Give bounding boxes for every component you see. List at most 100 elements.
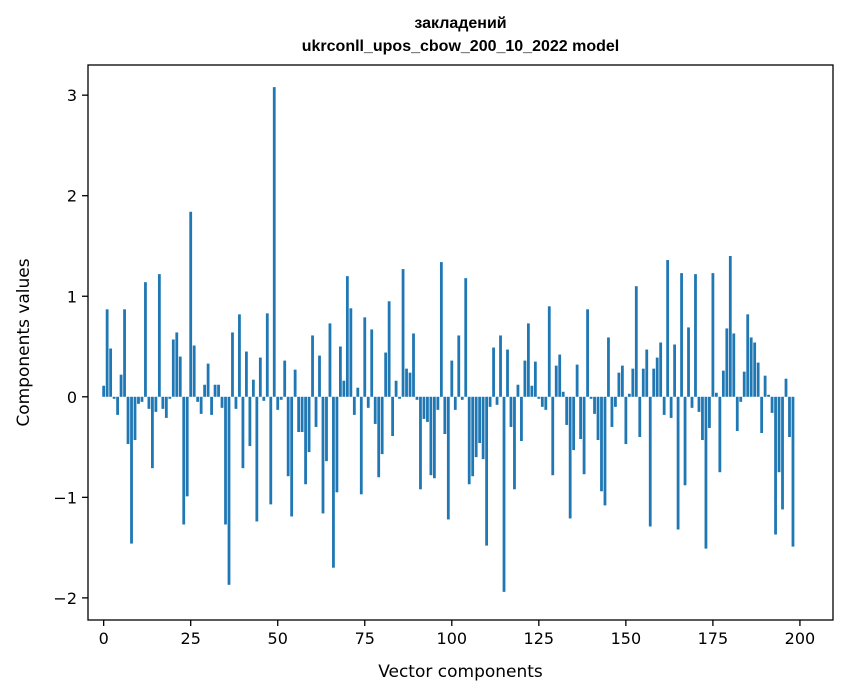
bar-123	[530, 385, 534, 397]
bar-180	[728, 256, 732, 397]
bar-146	[610, 396, 614, 427]
bar-20	[171, 339, 175, 397]
x-axis-ticks: 0 25 50 75 100 125 150 175 200	[99, 620, 816, 648]
bar-21	[175, 332, 179, 397]
y-tick-label: 1	[67, 287, 77, 306]
bar-187	[753, 342, 757, 397]
bar-148	[617, 372, 621, 397]
bar-47	[265, 313, 269, 397]
bar-58	[304, 396, 307, 485]
bar-133	[565, 396, 569, 425]
bar-86	[401, 269, 405, 397]
bar-50	[276, 396, 280, 410]
bar-130	[554, 365, 558, 397]
bar-156	[645, 349, 649, 397]
bar-32	[213, 384, 217, 397]
bar-16	[157, 274, 161, 397]
bar-140	[589, 396, 593, 399]
bar-166	[680, 273, 683, 397]
bar-196	[784, 378, 788, 397]
bar-19	[168, 396, 172, 399]
bar-107	[474, 396, 478, 458]
bar-97	[439, 262, 443, 397]
y-tick-label: −1	[53, 488, 77, 507]
bar-190	[763, 375, 767, 397]
bar-118	[513, 396, 516, 490]
bar-8	[130, 396, 133, 544]
bar-114	[499, 335, 502, 397]
bar-12	[144, 282, 147, 397]
bar-25	[189, 211, 193, 397]
bar-87	[405, 368, 408, 397]
bar-102	[457, 335, 461, 397]
bar-194	[777, 396, 781, 473]
bar-89	[412, 333, 415, 397]
bar-44	[255, 396, 259, 522]
chart-title-line1: закладений	[414, 15, 506, 32]
bar-195	[781, 396, 784, 510]
bar-173	[704, 396, 708, 549]
bar-99	[446, 396, 450, 520]
bar-84	[394, 380, 398, 397]
bar-17	[161, 396, 165, 409]
plot-frame	[87, 64, 834, 621]
bar-67	[335, 396, 339, 493]
y-tick-label: −2	[53, 589, 77, 608]
bar-153	[634, 286, 638, 397]
bar-90	[415, 396, 419, 400]
y-axis-ticks: −2 −1 0 1 2 3	[53, 86, 88, 608]
x-tick-label: 50	[268, 629, 288, 648]
bar-15	[154, 396, 158, 412]
bar-22	[178, 356, 182, 397]
bar-188	[756, 362, 760, 397]
bar-49	[272, 87, 276, 397]
x-tick-label: 75	[355, 629, 375, 648]
y-tick-label: 2	[67, 187, 77, 206]
bar-101	[453, 396, 457, 410]
bar-191	[767, 394, 770, 397]
bar-135	[572, 396, 576, 451]
bar-100	[450, 360, 454, 397]
bar-172	[701, 396, 704, 441]
bar-138	[582, 396, 586, 475]
bar-88	[408, 372, 412, 397]
bar-74	[359, 396, 363, 495]
chart-title-line2: ukrconll_upos_cbow_200_10_2022 model	[302, 38, 619, 55]
bar-81	[384, 352, 388, 397]
bar-126	[540, 396, 544, 407]
bar-162	[666, 260, 670, 397]
bar-54	[290, 396, 294, 517]
y-tick-label: 0	[67, 388, 77, 407]
bar-169	[690, 396, 694, 408]
bar-110	[485, 396, 489, 546]
bar-147	[614, 396, 617, 407]
x-tick-label: 175	[698, 629, 729, 648]
bar-59	[307, 396, 311, 453]
bar-48	[269, 396, 273, 505]
bar-144	[603, 396, 607, 506]
bar-4	[116, 396, 119, 415]
bar-71	[349, 308, 353, 397]
bars-group	[102, 87, 795, 592]
bar-76	[366, 396, 370, 408]
bar-181	[732, 333, 736, 397]
bar-43	[251, 379, 255, 397]
bar-79	[377, 396, 381, 478]
bar-70	[345, 276, 349, 397]
x-tick-label: 200	[785, 629, 816, 648]
bar-161	[662, 396, 666, 415]
bar-34	[220, 396, 224, 408]
x-tick-label: 25	[181, 629, 201, 648]
bar-125	[537, 396, 541, 399]
bar-51	[279, 396, 283, 400]
bar-124	[533, 361, 537, 397]
bar-128	[547, 306, 551, 397]
bar-18	[164, 396, 168, 418]
bar-151	[627, 393, 631, 397]
bar-60	[311, 335, 314, 397]
bar-55	[293, 369, 297, 397]
bar-52	[283, 360, 287, 397]
bar-104	[464, 278, 468, 397]
